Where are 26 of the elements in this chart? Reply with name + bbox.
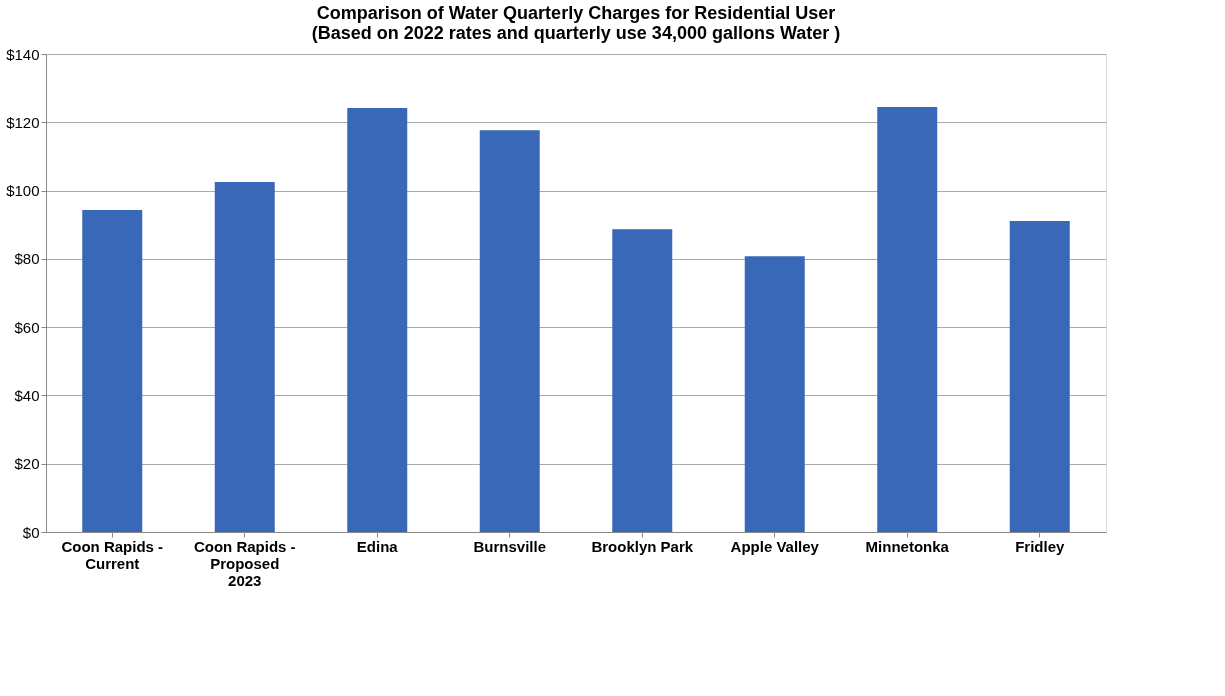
bar (214, 182, 275, 532)
bar (82, 210, 143, 532)
y-tick-label: $100 (6, 182, 40, 200)
y-tick-label: $0 (22, 523, 40, 541)
y-tick-label: $40 (14, 386, 40, 404)
bar (877, 106, 938, 532)
bar (479, 130, 540, 532)
bar (612, 229, 673, 532)
x-tick-label: Edina (356, 537, 399, 555)
y-tick-label: $80 (14, 250, 40, 268)
text: (Based on 2022 rates and quarterly use 34,000 gallons Water ) (311, 23, 841, 43)
x-tick-label: Minnetonka (865, 537, 950, 555)
x-tick-label: Brooklyn Park (591, 537, 694, 555)
x-tick-label: Coon Rapids - Current (61, 537, 164, 572)
x-tick-label: Burnsville (473, 537, 547, 555)
bar (744, 256, 805, 532)
y-tick-label: $60 (14, 318, 40, 336)
y-tick-label: $120 (6, 113, 40, 131)
x-tick-label: Apple Valley (730, 537, 820, 555)
x-tick-label: Fridley (1015, 537, 1065, 555)
x-tick-label: Coon Rapids - Proposed 2023 (193, 537, 296, 589)
bar (1009, 220, 1070, 532)
text: Comparison of Water Quarterly Charges for Residential User (316, 3, 836, 23)
y-tick-label: $140 (6, 45, 40, 63)
y-tick-label: $20 (14, 455, 40, 473)
bar (347, 107, 408, 532)
